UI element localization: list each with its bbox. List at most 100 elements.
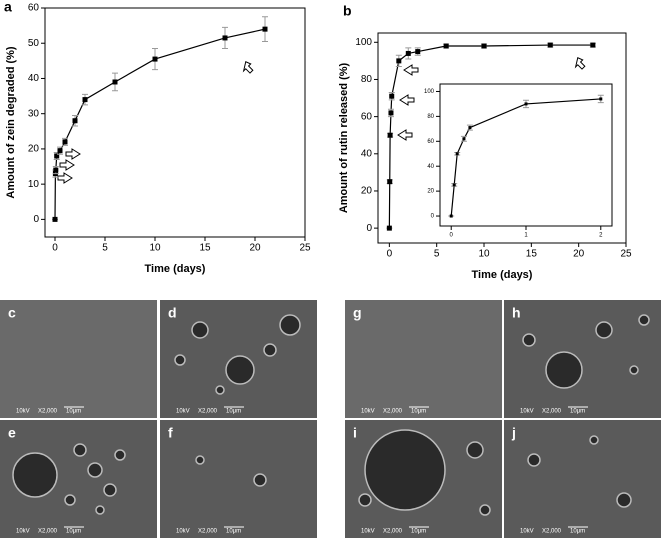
image-magnification: X2,000	[542, 409, 562, 415]
image-bg	[0, 300, 157, 418]
arrow	[57, 172, 73, 184]
pore	[479, 504, 491, 516]
marker	[599, 97, 603, 101]
marker	[112, 79, 118, 85]
sem-image: f 10kV X2,000 10μm	[160, 420, 317, 538]
marker	[72, 118, 78, 124]
x-tick-label: 2	[599, 233, 603, 239]
x-tick-label: 10	[149, 243, 161, 254]
pore	[358, 493, 372, 507]
marker	[396, 58, 402, 64]
arrow	[399, 94, 415, 106]
image-voltage: 10kV	[176, 529, 190, 535]
image-scale: 10μm	[411, 529, 426, 535]
y-tick-label: 0	[431, 214, 435, 220]
sem-image: j 10kV X2,000 10μm	[504, 420, 661, 538]
image-bg	[160, 420, 317, 538]
y-tick-label: 30	[28, 108, 40, 119]
image-voltage: 10kV	[361, 409, 375, 415]
y-tick-label: 20	[28, 144, 40, 155]
x-tick-label: 0	[450, 233, 454, 239]
marker	[452, 183, 456, 187]
marker	[443, 43, 449, 49]
marker	[462, 137, 466, 141]
pore	[527, 453, 541, 467]
y-tick-label: 0	[33, 214, 39, 225]
image-voltage: 10kV	[16, 409, 30, 415]
y-tick-label: 100	[355, 37, 372, 48]
image-magnification: X2,000	[198, 409, 218, 415]
y-tick-label: 80	[361, 74, 373, 85]
pore	[279, 314, 301, 336]
panel-label: j	[511, 425, 516, 441]
panel-label: i	[353, 425, 357, 441]
marker	[53, 167, 59, 173]
panel-letter: a	[4, 0, 12, 15]
pore	[629, 365, 639, 375]
pore	[12, 452, 58, 498]
image-voltage: 10kV	[16, 529, 30, 535]
pore	[64, 494, 76, 506]
x-tick-label: 1	[524, 233, 528, 239]
pore	[595, 321, 613, 339]
sem-image: d 10kV X2,000 10μm	[160, 300, 317, 418]
image-magnification: X2,000	[542, 529, 562, 535]
image-voltage: 10kV	[361, 529, 375, 535]
plot-frame	[377, 32, 627, 244]
pore	[191, 321, 209, 339]
marker	[386, 225, 392, 231]
y-tick-label: 60	[361, 111, 373, 122]
marker	[405, 50, 411, 56]
pore	[73, 443, 87, 457]
x-axis-label: Time (days)	[145, 263, 206, 275]
image-magnification: X2,000	[38, 409, 58, 415]
image-scale: 10μm	[570, 409, 585, 415]
y-tick-label: 60	[28, 3, 40, 14]
panel-label: f	[168, 425, 173, 441]
y-tick-label: 50	[28, 38, 40, 49]
series-line	[388, 44, 593, 229]
marker	[82, 97, 88, 103]
marker	[388, 110, 394, 116]
y-tick-label: 0	[366, 223, 372, 234]
x-tick-label: 20	[249, 243, 261, 254]
arrow	[403, 64, 419, 76]
pore	[114, 449, 126, 461]
marker	[524, 102, 528, 106]
pore	[215, 385, 225, 395]
sem-image: h 10kV X2,000 10μm	[504, 300, 661, 418]
image-magnification: X2,000	[383, 529, 403, 535]
pore	[545, 351, 583, 389]
marker	[52, 216, 58, 222]
sem-image: c 10kV X2,000 10μm	[0, 300, 157, 418]
pore	[522, 333, 536, 347]
pore	[174, 354, 186, 366]
panel-label: h	[512, 305, 521, 321]
arrow	[65, 148, 81, 160]
image-magnification: X2,000	[198, 529, 218, 535]
y-tick-label: 100	[424, 89, 435, 95]
y-tick-label: 20	[361, 186, 373, 197]
y-tick-label: 20	[427, 189, 434, 195]
x-tick-label: 10	[478, 249, 490, 260]
x-axis-label: Time (days)	[472, 269, 533, 281]
arrows	[57, 57, 586, 184]
marker	[262, 26, 268, 32]
x-tick-label: 25	[620, 249, 632, 260]
marker	[590, 42, 596, 48]
image-scale: 10μm	[66, 529, 81, 535]
image-magnification: X2,000	[38, 529, 58, 535]
y-axis-label: Amount of zein degraded (%)	[5, 46, 17, 199]
image-bg	[504, 420, 661, 538]
image-voltage: 10kV	[176, 409, 190, 415]
arrow	[59, 159, 75, 171]
pore	[103, 483, 117, 497]
image-scale: 10μm	[226, 529, 241, 535]
x-tick-label: 0	[52, 243, 58, 254]
image-voltage: 10kV	[520, 409, 534, 415]
arrow	[574, 57, 586, 70]
marker	[481, 43, 487, 49]
pore	[195, 455, 205, 465]
y-tick-label: 60	[427, 139, 434, 145]
